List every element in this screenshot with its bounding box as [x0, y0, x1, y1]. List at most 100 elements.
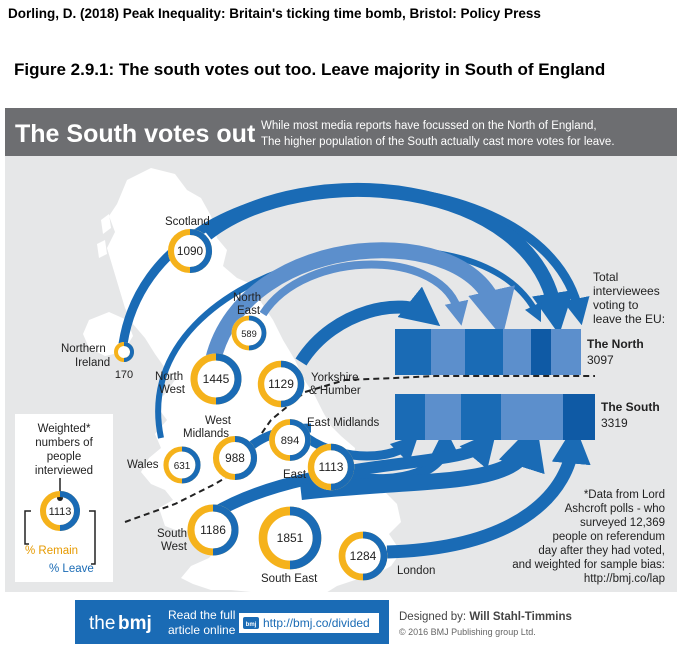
donut-value-west-midlands: 988: [225, 452, 245, 465]
arrow-scotland: [202, 183, 574, 335]
totals-caption-line2: interviewees: [593, 284, 660, 298]
north-bar-seg-scot: [503, 329, 531, 375]
header-title: The South votes out: [15, 120, 256, 148]
footnote-line5: day after they had voted,: [538, 545, 665, 557]
label-nw-1: North: [155, 371, 183, 383]
read-full-line1: Read the full: [168, 608, 235, 622]
arrow-south-west: [209, 430, 497, 520]
donut-london: 1284: [338, 531, 388, 581]
label-em: East Midlands: [307, 417, 379, 429]
label-ne-2: East: [237, 305, 261, 317]
footnote: *Data from Lord Ashcroft polls - who sur…: [512, 489, 665, 585]
region-labels: Scotland Northern Ireland North East Nor…: [61, 216, 435, 585]
south-bar-seg-se: [543, 394, 563, 440]
donut-south-west: 1186: [187, 504, 239, 556]
donut-east-midlands: 894: [269, 419, 311, 461]
donut-leave-south-west: [212, 504, 239, 556]
south-arrows: [209, 421, 591, 559]
footnote-line4: people on referendum: [552, 531, 665, 543]
south-total-label: The South: [601, 400, 660, 414]
donut-value-east: 1113: [319, 460, 344, 474]
donut-leave-north-west: [215, 353, 242, 405]
legend-example-value: 1113: [49, 506, 72, 518]
donut-west-midlands: 988: [212, 435, 258, 481]
header-subtitle-line2: The higher population of the South actua…: [261, 136, 615, 148]
legend-line2: numbers of: [35, 437, 93, 449]
donut-yorkshire: 1129: [257, 360, 305, 408]
footnote-line2: Ashcroft polls - who: [565, 503, 665, 515]
legend-leave-label: % Leave: [49, 563, 94, 575]
donut-bg-east-midlands: [269, 419, 311, 461]
label-yh-2: & Humber: [309, 385, 361, 397]
donut-value-scotland: 1090: [177, 245, 204, 258]
donut-bg-london: [338, 531, 388, 581]
donut-bg-south-west: [187, 504, 239, 556]
label-wm-1: West: [205, 415, 232, 427]
donut-scotland: 1090: [167, 228, 213, 274]
donut-leave-yorkshire: [280, 360, 305, 408]
donut-value-north-east: 589: [241, 329, 257, 339]
designed-prefix: Designed by:: [399, 611, 469, 623]
header-banner: [5, 108, 677, 156]
donut-leave-wales: [181, 446, 201, 484]
north-bar-seg-ni: [551, 329, 581, 375]
label-wm-2: Midlands: [183, 428, 229, 440]
donut-south-east: 1851: [258, 506, 322, 570]
bmj-link-icon: [243, 617, 259, 629]
north-total-value: 3097: [587, 353, 614, 367]
donut-value-south-east: 1851: [277, 531, 304, 545]
url-box[interactable]: [239, 613, 379, 633]
donut-value-wales: 631: [174, 461, 191, 472]
label-london: London: [397, 565, 435, 577]
totals-caption-line4: leave the EU:: [593, 312, 665, 326]
label-se: South East: [261, 573, 318, 585]
label-east: East: [283, 469, 307, 481]
north-bar-seg-ne: [431, 329, 465, 375]
donut-value-northern-ireland: 170: [115, 369, 133, 381]
arrow-south-east: [300, 421, 545, 500]
footer-url[interactable]: http://bmj.co/divided: [263, 616, 370, 630]
bmj-footer-link[interactable]: the bmj Read the full article online bmj…: [75, 600, 389, 644]
donut-value-east-midlands: 894: [281, 435, 300, 447]
legend-line1: Weighted*: [38, 423, 91, 435]
north-south-divider: [124, 375, 595, 523]
legend-leave-bracket: [89, 510, 96, 565]
donut-wales: 631: [163, 446, 201, 484]
donut-bg-wales: [163, 446, 201, 484]
south-total-value: 3319: [601, 416, 628, 430]
south-bar-seg-london: [563, 394, 595, 440]
label-ni-1: Northern: [61, 343, 106, 355]
donut-bg-west-midlands: [212, 435, 258, 481]
read-full-line2: article online: [168, 623, 236, 637]
north-total-label: The North: [587, 337, 644, 351]
copyright: © 2016 BMJ Publishing group Ltd.: [399, 627, 536, 637]
donut-leave-northern-ireland: [123, 342, 134, 362]
label-scotland: Scotland: [165, 216, 210, 228]
legend-remain-label: % Remain: [25, 545, 78, 557]
designer-name: Will Stahl-Timmins: [469, 611, 572, 623]
label-yh-1: Yorkshire: [311, 372, 359, 384]
donut-bg-north-east: [231, 315, 267, 351]
donut-bg-east: [307, 443, 355, 491]
south-bar-seg-em: [425, 394, 461, 440]
bmj-link-icon-glyph: bmj: [246, 622, 257, 628]
islands-shape: [97, 214, 111, 258]
figure-title: Figure 2.9.1: The south votes out too. L…: [14, 60, 606, 79]
south-bar-seg-sw: [501, 394, 543, 440]
infographic: The South votes out While most media rep…: [5, 108, 677, 652]
legend-box: [15, 414, 113, 582]
footnote-line7: http://bmj.co/lap: [584, 573, 665, 585]
arrow-east-midlands: [304, 434, 419, 464]
footnote-line3: surveyed 12,369: [580, 517, 665, 529]
donut-north-west: 1445: [190, 353, 242, 405]
legend-donut-leave: [59, 491, 80, 531]
donut-bg-yorkshire: [257, 360, 305, 408]
donut-value-south-west: 1186: [200, 523, 226, 537]
label-ni-2: Ireland: [75, 357, 110, 369]
label-sw-1: South: [157, 528, 187, 540]
donut-leave-east-midlands: [289, 419, 311, 461]
label-wales: Wales: [127, 459, 159, 471]
donut-leave-london: [362, 531, 388, 581]
totals-caption-line1: Total: [593, 270, 618, 284]
south-total-bar: [395, 394, 595, 440]
